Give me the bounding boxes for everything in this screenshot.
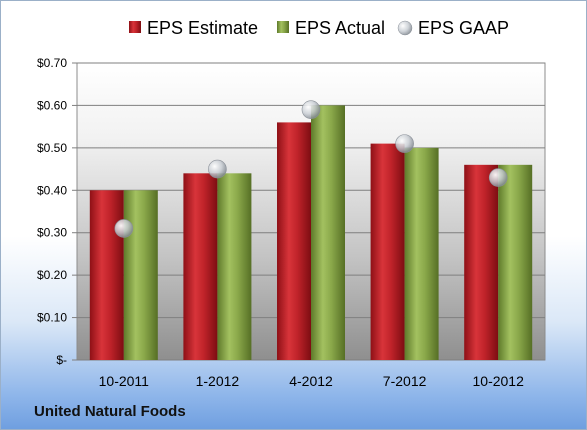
legend-label-actual: EPS Actual <box>295 18 385 38</box>
x-axis: 10-2011 1-2012 4-2012 7-2012 10-2012 <box>99 373 524 389</box>
x-tick-label: 10-2011 <box>99 373 150 389</box>
y-tick-label: $- <box>56 353 67 367</box>
x-tick-label: 1-2012 <box>196 373 240 389</box>
y-tick-label: $0.70 <box>37 56 67 70</box>
gaap-point <box>395 134 414 153</box>
bar-estimate <box>277 122 311 361</box>
bar-estimate <box>370 143 405 360</box>
bar-estimate <box>183 173 218 360</box>
x-tick-label: 4-2012 <box>289 373 333 389</box>
gaap-point <box>114 219 134 238</box>
gaap-point <box>301 100 321 119</box>
bar-actual <box>311 105 345 360</box>
y-tick-label: $0.60 <box>37 98 67 112</box>
legend-swatch-actual <box>277 21 289 33</box>
legend-item-actual: EPS Actual <box>277 18 385 38</box>
y-tick-label: $0.30 <box>37 226 67 240</box>
bar-estimate <box>464 164 499 360</box>
y-tick-label: $0.10 <box>37 311 67 325</box>
legend-item-gaap: EPS GAAP <box>397 18 509 38</box>
legend: EPS Estimate EPS Actual EPS GAAP <box>129 18 509 38</box>
y-tick-label: $0.40 <box>37 183 67 197</box>
legend-label-estimate: EPS Estimate <box>147 18 258 38</box>
y-tick-label: $0.50 <box>37 141 67 155</box>
y-tick-label: $0.20 <box>37 268 67 282</box>
legend-swatch-gaap <box>397 20 413 36</box>
legend-label-gaap: EPS GAAP <box>418 18 509 38</box>
bars <box>89 105 533 361</box>
company-name: United Natural Foods <box>34 403 186 420</box>
legend-item-estimate: EPS Estimate <box>129 18 258 38</box>
y-axis: $- $0.10 $0.20 $0.30 $0.40 $0.50 $0.60 $0.70 <box>37 56 77 367</box>
bar-actual <box>404 147 439 360</box>
x-tick-label: 10-2012 <box>473 373 525 389</box>
bar-actual <box>498 164 533 360</box>
gaap-point <box>208 159 227 179</box>
gaap-point <box>488 168 508 187</box>
legend-swatch-estimate <box>129 21 141 33</box>
bar-estimate <box>89 190 124 360</box>
x-tick-label: 7-2012 <box>383 373 427 389</box>
bar-actual <box>217 173 252 360</box>
bar-actual <box>123 190 158 360</box>
gaap-points <box>114 100 508 238</box>
